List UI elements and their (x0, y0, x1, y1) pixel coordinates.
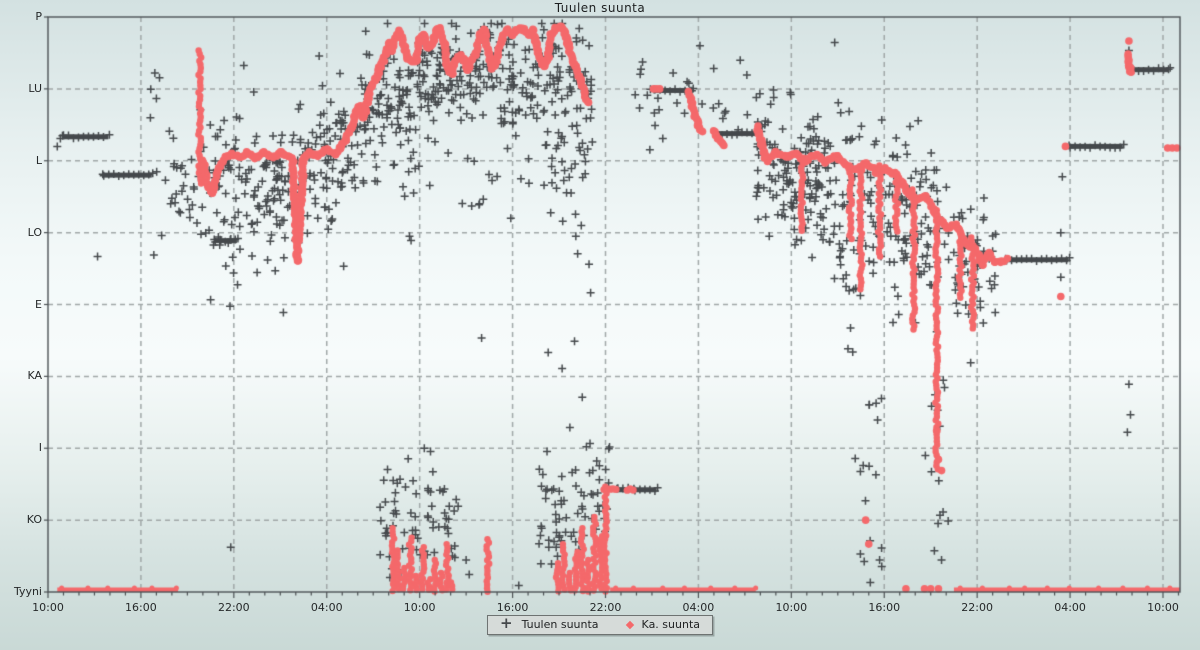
y-tick-label-i: I (38, 441, 42, 455)
y-tick-label-lo: LO (27, 225, 42, 239)
y-tick-label-l: L (35, 153, 42, 167)
legend-label-avg: Ka. suunta (641, 618, 701, 631)
x-tick-label-0: 10:00 (32, 601, 64, 614)
x-tick-label-4: 10:00 (403, 601, 436, 614)
x-tick-label-6: 22:00 (589, 601, 622, 614)
legend: + Tuulen suunta Ka. suunta (486, 614, 714, 635)
x-tick-label-11: 04:00 (1054, 601, 1086, 614)
y-tick-label-lu: LU (28, 81, 42, 95)
x-tick-label-10: 22:00 (961, 601, 993, 614)
x-tick-label-1: 16:00 (125, 601, 157, 614)
y-tick-label-tyyni: Tyyni (13, 585, 42, 598)
x-tick-label-2: 22:00 (217, 601, 250, 614)
legend-label-wind: Tuulen suunta (521, 618, 599, 631)
x-tick-label-9: 16:00 (868, 601, 901, 614)
dot-marker-icon (625, 620, 634, 629)
y-tick-label-ka: KA (27, 369, 42, 383)
x-tick-label-5: 16:00 (496, 601, 529, 614)
x-tick-label-8: 10:00 (775, 601, 808, 614)
x-tick-label-12: 10:00 (1147, 601, 1179, 614)
plus-marker-icon: + (499, 614, 513, 632)
x-tick-label-7: 04:00 (682, 601, 715, 614)
x-tick-label-3: 04:00 (310, 601, 343, 614)
y-tick-label-ko: KO (26, 513, 42, 527)
y-tick-label-e: E (35, 297, 42, 311)
y-tick-label-p: P (35, 10, 42, 23)
